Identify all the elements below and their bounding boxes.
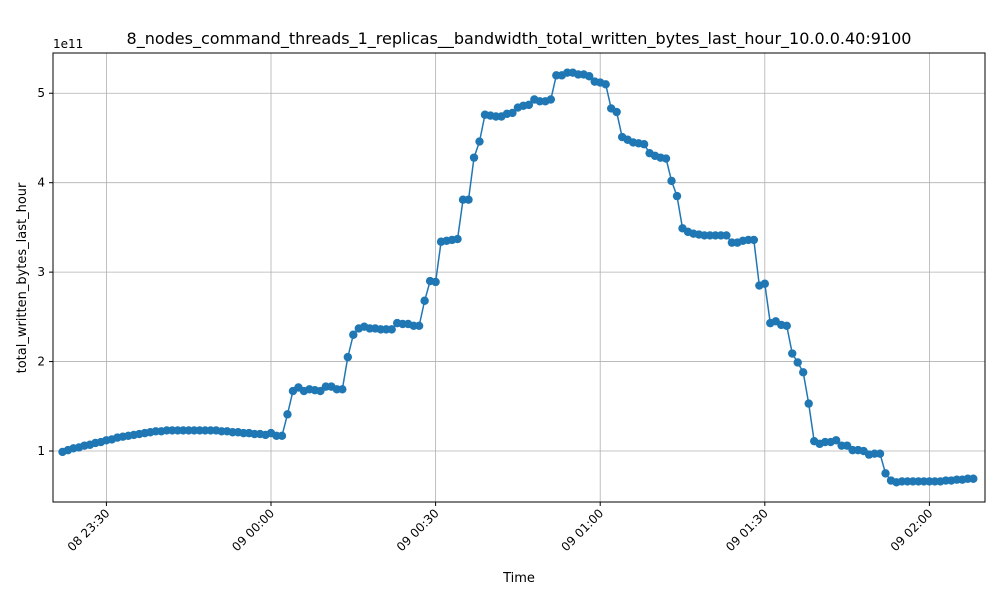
- y-tick-label: 5: [37, 86, 45, 100]
- data-point: [722, 231, 731, 240]
- data-point: [464, 195, 473, 204]
- data-point: [508, 108, 517, 118]
- data-point: [831, 436, 841, 445]
- data-point: [788, 349, 797, 358]
- data-point: [349, 330, 358, 339]
- y-tick-label: 1: [37, 444, 45, 458]
- data-point: [969, 474, 978, 483]
- y-tick-label: 4: [37, 176, 45, 190]
- data-point: [793, 358, 802, 367]
- data-point: [804, 399, 813, 408]
- data-point: [283, 410, 292, 419]
- y-axis-label: total_written_bytes_last_hour: [15, 182, 30, 373]
- data-point: [387, 325, 396, 334]
- data-point: [343, 352, 353, 362]
- data-point: [277, 431, 287, 441]
- x-tick-label: 09 01:30: [723, 506, 771, 554]
- data-point: [639, 140, 649, 149]
- data-point: [469, 153, 479, 162]
- x-tick-label: 09 01:00: [558, 506, 606, 554]
- x-tick-label: 08 23:30: [65, 506, 113, 554]
- grid-layer: [53, 53, 985, 502]
- tick-layer: 08 23:30 09 00:00 09 00:30 09 01:00 09 01:30…: [37, 86, 935, 554]
- data-point: [524, 100, 534, 110]
- x-tick-label: 09 00:00: [229, 506, 277, 554]
- data-point: [667, 176, 676, 186]
- data-point: [475, 137, 484, 146]
- data-point: [546, 95, 556, 104]
- data-point: [453, 234, 462, 244]
- data-point: [338, 385, 347, 394]
- data-point: [799, 368, 808, 377]
- data-point: [875, 449, 885, 458]
- x-tick-label: 09 00:30: [394, 506, 442, 554]
- data-point: [431, 277, 440, 287]
- data-point: [420, 296, 429, 305]
- data-point: [612, 107, 621, 117]
- series-layer: [58, 68, 978, 487]
- x-axis-label: Time: [502, 571, 535, 586]
- data-point: [749, 235, 759, 245]
- y-tick-label: 3: [37, 265, 45, 279]
- data-point: [601, 80, 610, 89]
- chart-title: 8_nodes_command_threads_1_replicas__band…: [127, 29, 912, 49]
- data-point: [881, 469, 890, 478]
- series-line: [62, 71, 974, 484]
- plot-frame: [52, 52, 986, 503]
- y-axis-offset-label: 1e11: [53, 37, 83, 51]
- data-point: [585, 72, 594, 81]
- y-tick-label: 2: [37, 355, 45, 369]
- data-point: [760, 279, 769, 288]
- data-point: [672, 191, 682, 201]
- x-tick-label: 09 02:00: [888, 506, 936, 554]
- data-point: [661, 154, 671, 163]
- data-point: [414, 321, 424, 330]
- data-point: [782, 321, 791, 330]
